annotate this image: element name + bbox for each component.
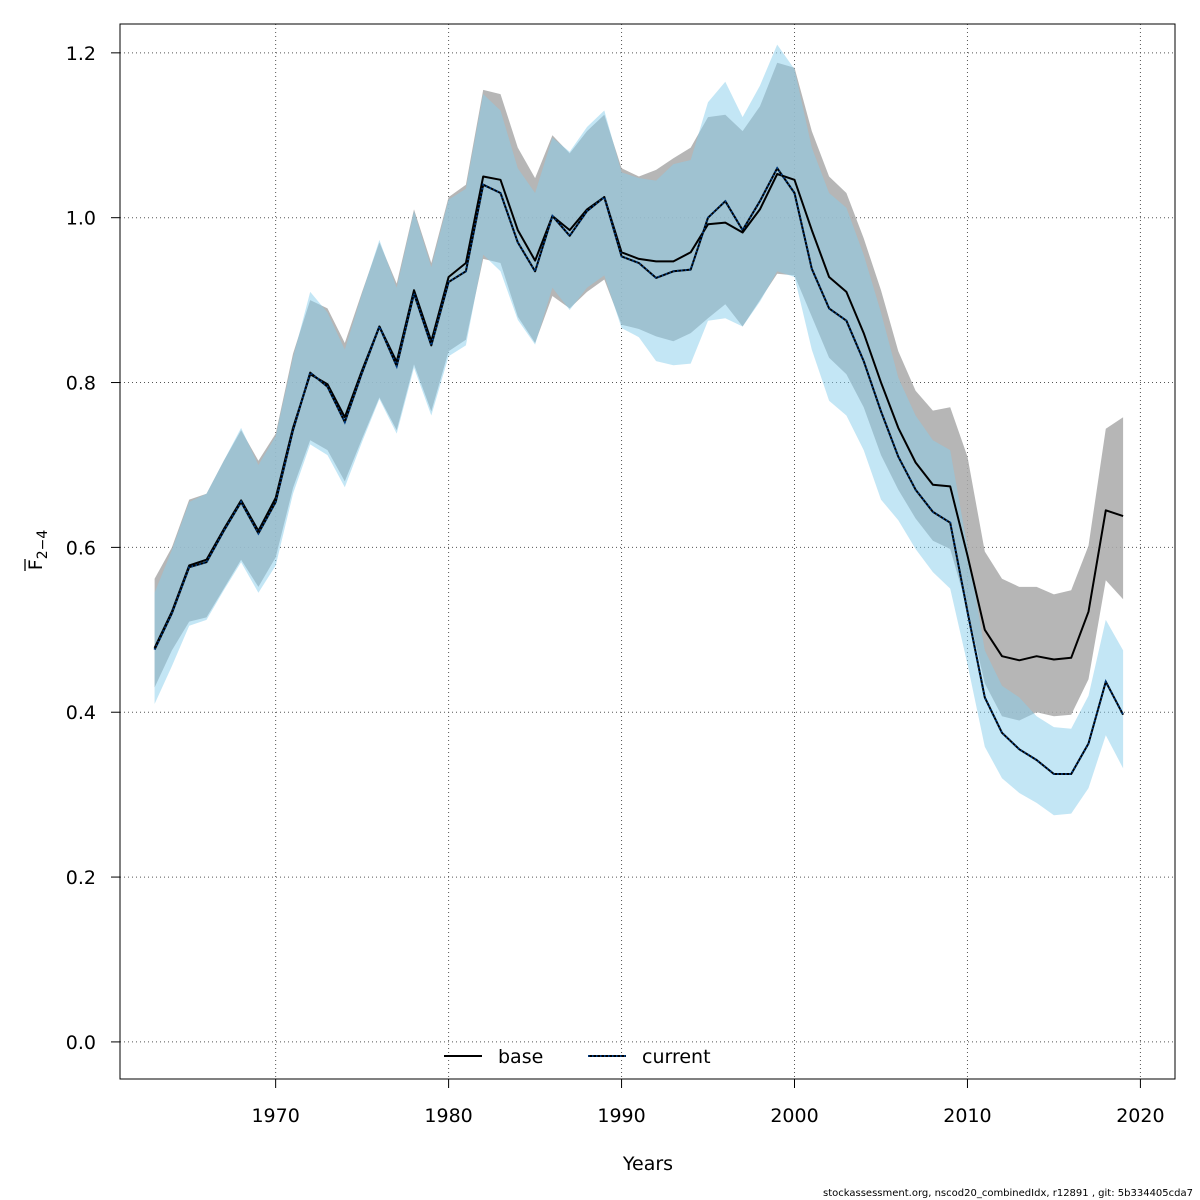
x-axis-title: Years bbox=[622, 1153, 673, 1175]
legend-label-current: current bbox=[642, 1046, 711, 1068]
x-axis: 1970 1980 1990 2000 2010 2020 bbox=[251, 1079, 1165, 1127]
legend-label-base: base bbox=[498, 1046, 543, 1068]
x-tick-label: 2000 bbox=[770, 1105, 818, 1127]
x-tick-label: 2020 bbox=[1116, 1105, 1164, 1127]
y-tick-label: 1.2 bbox=[66, 43, 96, 65]
line-current bbox=[153, 166, 1124, 775]
x-tick-label: 2010 bbox=[943, 1105, 991, 1127]
x-tick-label: 1970 bbox=[251, 1105, 299, 1127]
y-tick-label: 0.0 bbox=[66, 1032, 96, 1054]
svg-text:F2−4: F2−4 bbox=[25, 530, 51, 571]
y-axis-title-main: F bbox=[25, 559, 47, 570]
y-tick-label: 0.2 bbox=[66, 867, 96, 889]
band-current bbox=[154, 44, 1124, 816]
plot-frame bbox=[119, 23, 1176, 1080]
y-tick-label: 0.8 bbox=[66, 373, 96, 395]
y-tick-label: 0.4 bbox=[66, 702, 96, 724]
x-tick-label: 1990 bbox=[597, 1105, 645, 1127]
y-axis-title-subscript: 2−4 bbox=[35, 530, 51, 560]
confidence-bands bbox=[154, 44, 1124, 816]
series-lines bbox=[153, 166, 1124, 775]
y-axis: 0.0 0.2 0.4 0.6 0.8 1.0 1.2 bbox=[66, 43, 120, 1054]
x-tick-label: 1980 bbox=[424, 1105, 472, 1127]
y-tick-label: 1.0 bbox=[66, 208, 96, 230]
y-tick-label: 0.6 bbox=[66, 537, 96, 559]
y-axis-title: F2−4 bbox=[24, 530, 51, 571]
legend: base current bbox=[444, 1046, 711, 1068]
footer-note: stockassessment.org, nscod20_combinedIdx… bbox=[823, 1188, 1193, 1199]
